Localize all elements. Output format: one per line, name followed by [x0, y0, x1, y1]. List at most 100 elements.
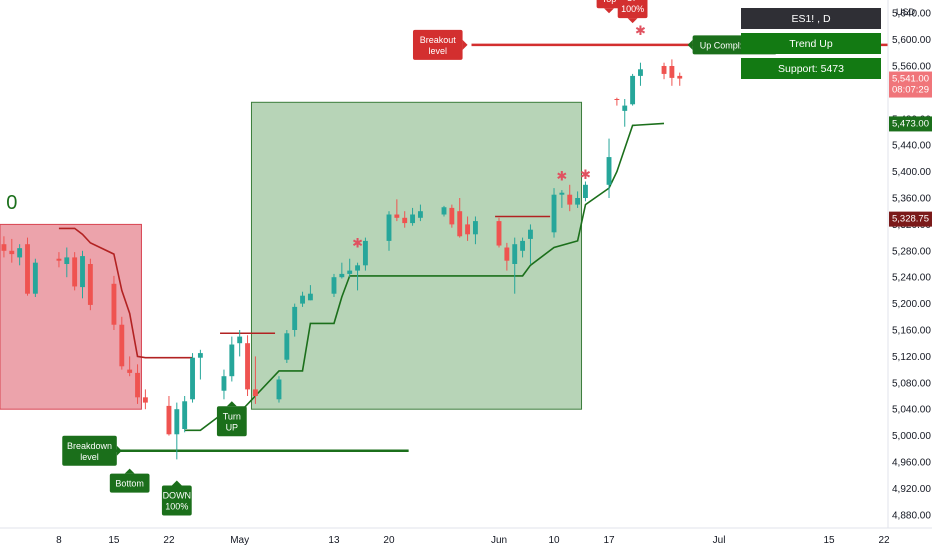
candle-body — [512, 244, 518, 264]
price-tag-1 — [889, 116, 932, 132]
candle-body — [32, 262, 38, 294]
signal-label-text: level — [429, 46, 448, 56]
zones-layer: 0 — [0, 101, 583, 410]
candle-body — [457, 211, 463, 237]
candle-body — [284, 333, 290, 360]
candle-body — [362, 240, 368, 266]
candle-body — [229, 344, 235, 377]
signal-star-icon: ✱ — [352, 236, 363, 251]
candle-body — [245, 343, 250, 390]
candle-body — [669, 66, 675, 78]
candle-body — [1, 244, 7, 251]
candle-body — [441, 207, 447, 215]
candle-body — [661, 66, 667, 74]
candle-body — [583, 184, 588, 198]
signal-label-pointer — [462, 39, 468, 50]
signal-label-text: Breakout — [420, 35, 457, 45]
candle-body — [119, 324, 125, 367]
price-tick-label: 5,200.00 — [892, 299, 931, 310]
time-tick-label: 22 — [163, 535, 175, 546]
price-tick-label: 5,040.00 — [892, 405, 931, 416]
candle-body — [64, 257, 70, 264]
candle-body — [677, 75, 683, 79]
signal-label-pointer — [116, 445, 122, 456]
signal-label-text: DOWN — [163, 490, 192, 500]
price-axis[interactable]: USD 4,880.00 4,920.00 4,960.00 5,000.00 5,040… — [887, 0, 932, 550]
zone-count-label: 0 — [6, 192, 17, 214]
candle-body — [9, 250, 15, 255]
time-tick-label: Jul — [713, 535, 726, 546]
price-tick-label: 5,560.00 — [892, 62, 931, 73]
candle-body — [355, 265, 360, 271]
signal-label-1: Top — [596, 0, 622, 14]
price-tick-label: 4,960.00 — [892, 458, 931, 469]
price-tag-2 — [889, 211, 932, 227]
candle-body — [221, 376, 227, 391]
price-tag-text: 5,541.00 — [892, 74, 929, 85]
candle-body — [331, 277, 337, 294]
candle-body — [394, 214, 400, 218]
time-tick-label: 10 — [548, 535, 560, 546]
signal-label-2: UP100% — [617, 0, 648, 24]
signal-star-icon: ✱ — [580, 167, 591, 182]
signal-label-text: 100% — [621, 4, 644, 14]
candle-body — [417, 211, 423, 218]
signal-label-box — [161, 485, 192, 516]
signal-label-6: Bottom — [109, 468, 150, 493]
time-axis[interactable]: 8 15 22 May 13 20 Jun 10 17 Jul 15 22 — [0, 527, 932, 550]
time-tick-label: May — [230, 535, 249, 546]
price-tick-label: 5,160.00 — [892, 326, 931, 337]
candle-body — [496, 221, 502, 246]
currency-label: USD — [896, 7, 916, 17]
zone-box-1 — [250, 101, 583, 410]
signal-label-text: Up Compl: 110 % — [700, 40, 770, 50]
signal-label-text: Top — [602, 0, 617, 4]
signal-label-text: Turn — [223, 411, 241, 421]
candle-body — [307, 293, 313, 301]
candle-body — [17, 248, 23, 258]
info-panel: ES1! , D Trend Up Support: 5473 — [741, 8, 881, 79]
signal-label-pointer — [226, 401, 237, 407]
price-tick-label: 5,360.00 — [892, 194, 931, 205]
time-axis-bg — [0, 528, 932, 550]
candle-body — [614, 99, 620, 100]
candle-body — [252, 389, 258, 396]
info-panel-text: Support: 5473 — [778, 63, 844, 75]
price-tick-label: 5,080.00 — [892, 378, 931, 389]
info-panel-row-1 — [741, 33, 881, 54]
signal-label-box — [216, 406, 247, 437]
price-tick-label: 5,000.00 — [892, 431, 931, 442]
candle-body — [638, 69, 643, 76]
candle-body — [575, 198, 581, 205]
time-tick-label: 22 — [879, 535, 891, 546]
price-tick-label: 5,240.00 — [892, 273, 931, 284]
price-tick-label: 5,400.00 — [892, 167, 931, 178]
info-panel-text: Trend Up — [789, 38, 833, 50]
signal-label-text: UP — [626, 0, 639, 3]
candle-body — [386, 214, 392, 241]
price-tick-label: 5,440.00 — [892, 141, 931, 152]
time-tick-label: 20 — [383, 535, 395, 546]
candle-body — [410, 214, 416, 224]
price-tag-0 — [889, 71, 932, 98]
candle-body — [528, 229, 533, 239]
candle-body — [559, 192, 565, 195]
candle-body — [630, 75, 636, 105]
signal-label-pointer — [604, 8, 615, 14]
price-tag-text: 5,328.75 — [892, 214, 929, 225]
candle-body — [197, 353, 203, 358]
candle-body — [111, 283, 117, 325]
candle-body — [300, 295, 305, 304]
signal-label-box — [617, 0, 648, 19]
signal-label-pointer — [124, 468, 135, 474]
candle-body — [347, 270, 353, 274]
signal-label-text: Breakdown — [67, 441, 112, 451]
time-tick-label: 15 — [108, 535, 120, 546]
signal-label-pointer — [627, 18, 638, 24]
candle-body — [142, 397, 148, 403]
signal-star-icon: ✱ — [556, 168, 567, 183]
